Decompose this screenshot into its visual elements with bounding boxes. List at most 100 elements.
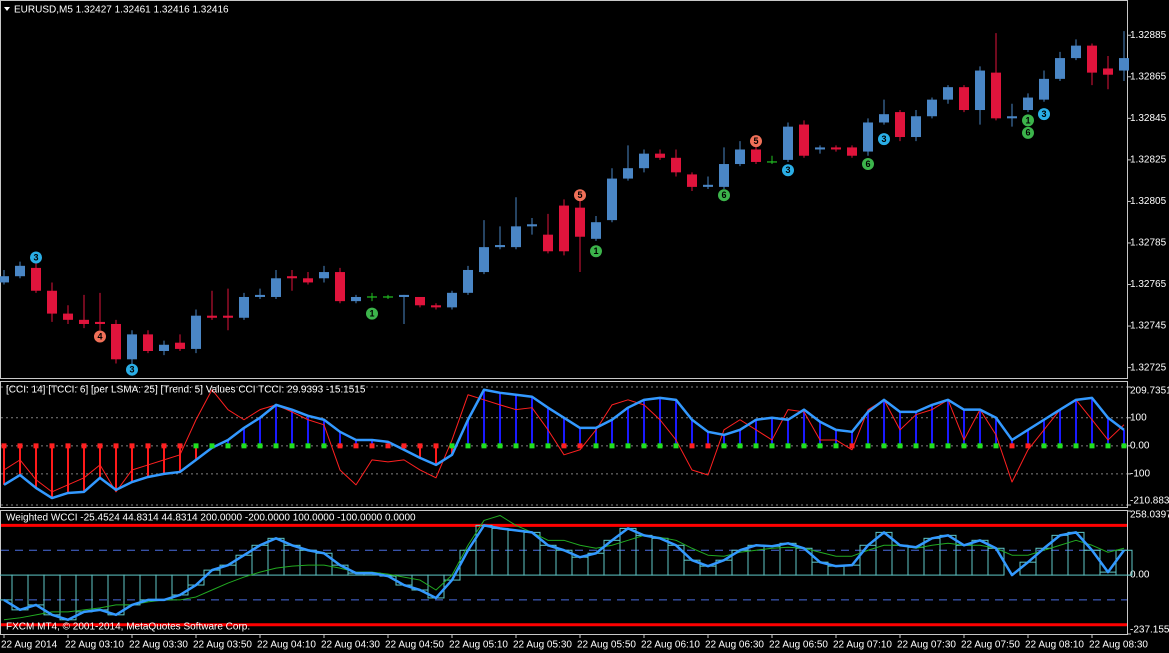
signal-marker: [1038, 108, 1050, 121]
trend-square: [881, 443, 887, 449]
x-tick-label: 22 Aug 03:30: [129, 640, 188, 651]
histogram-bar: [107, 574, 125, 616]
candle-body: [159, 344, 169, 351]
signal-marker: [574, 189, 586, 202]
candle-body: [495, 245, 505, 248]
trend-square: [1025, 443, 1031, 449]
x-tick-label: 22 Aug 08:30: [1089, 640, 1148, 651]
histogram-bar: [651, 537, 669, 576]
candle-body: [815, 147, 825, 150]
signal-marker: [94, 330, 106, 343]
y-tick-label: -210.8836: [1130, 496, 1169, 507]
y-tick-label: 1.32725: [1130, 362, 1167, 373]
trend-square: [609, 443, 615, 449]
signal-marker: [782, 164, 794, 177]
trend-square: [513, 443, 519, 449]
signal-marker: [750, 135, 762, 148]
histogram-bar: [59, 574, 77, 621]
y-tick-label: 1.32765: [1130, 279, 1167, 290]
cci-title: [CCI: 14] [TCCI: 6] [per LSMA: 25] [Tren…: [6, 385, 366, 396]
main-panel-frame: [0, 0, 1128, 379]
signal-label: 6: [721, 190, 726, 200]
signal-marker: [1022, 126, 1034, 139]
x-tick-label: 22 Aug 04:50: [385, 640, 444, 651]
candle-body: [239, 296, 249, 318]
candle-body: [399, 294, 409, 297]
trend-square: [897, 443, 903, 449]
histogram-bar: [635, 534, 653, 576]
main-title: EURUSD,M5 1.32427 1.32461 1.32416 1.3241…: [14, 5, 229, 16]
histogram-bar: [43, 574, 61, 616]
trend-square: [321, 443, 327, 449]
candle-body: [287, 276, 297, 279]
candle-body: [319, 272, 329, 279]
histogram-bar: [699, 565, 717, 576]
trend-square: [289, 443, 295, 449]
trend-square: [753, 443, 759, 449]
histogram-bar: [571, 556, 589, 576]
candle-body: [543, 234, 553, 252]
trend-square: [65, 443, 71, 449]
y-tick-label: 1.32785: [1130, 238, 1167, 249]
trend-square: [913, 443, 919, 449]
trend-square: [993, 443, 999, 449]
trend-square: [193, 443, 199, 449]
signal-marker: [1022, 114, 1034, 127]
trend-square: [817, 443, 823, 449]
candle-body: [479, 247, 489, 273]
trend-square: [529, 443, 535, 449]
trend-square: [33, 443, 39, 449]
candle-body: [1055, 58, 1065, 79]
trend-square: [865, 443, 871, 449]
trend-square: [961, 443, 967, 449]
signal-marker: [718, 189, 730, 202]
histogram-bar: [619, 527, 637, 576]
histogram-bar: [587, 552, 605, 576]
trend-square: [49, 443, 55, 449]
candle-body: [1023, 97, 1033, 111]
candle-body: [575, 207, 585, 237]
candle-body: [943, 87, 953, 100]
candle-body: [591, 222, 601, 239]
signal-marker: [366, 307, 378, 320]
y-tick-label: 258.0397: [1130, 510, 1169, 521]
candle-body: [447, 292, 457, 308]
candle-body: [783, 126, 793, 160]
candle-body: [671, 157, 681, 173]
histogram-bar: [0, 574, 13, 601]
indicator-line: [3, 514, 1125, 621]
candle-body: [831, 147, 841, 150]
trend-square: [225, 443, 231, 449]
x-tick-label: 22 Aug 05:30: [513, 640, 572, 651]
histogram-bar: [491, 527, 509, 576]
y-tick-label: 1.32885: [1130, 30, 1167, 41]
candle-body: [351, 296, 361, 302]
trend-square: [177, 443, 183, 449]
candle-body: [335, 272, 345, 302]
symbol-menu-arrow[interactable]: [4, 7, 10, 11]
x-tick-label: 22 Aug 03:50: [193, 640, 252, 651]
x-tick-label: 22 Aug 08:10: [1025, 640, 1084, 651]
candle-body: [687, 174, 697, 187]
trend-square: [929, 443, 935, 449]
histogram-bar: [987, 547, 1005, 576]
candle-body: [703, 184, 713, 187]
x-tick-label: 22 Aug 07:10: [833, 640, 892, 651]
indicator-line: [3, 524, 1126, 622]
trend-square: [337, 443, 343, 449]
candle-body: [527, 224, 537, 227]
x-tick-label: 22 Aug 05:10: [449, 640, 508, 651]
candle-body: [79, 319, 89, 324]
candle-body: [63, 313, 73, 320]
indicator-line: [3, 388, 1125, 500]
candle-body: [1103, 68, 1113, 75]
trend-square: [481, 443, 487, 449]
candle-body: [895, 112, 905, 138]
trend-square: [449, 443, 455, 449]
signal-label: 4: [97, 331, 102, 341]
trend-square: [705, 443, 711, 449]
y-tick-label: 1.32825: [1130, 155, 1167, 166]
wcci-title: Weighted WCCI -25.4524 44.8314 44.8314 2…: [6, 513, 416, 524]
histogram-bar: [299, 549, 317, 576]
